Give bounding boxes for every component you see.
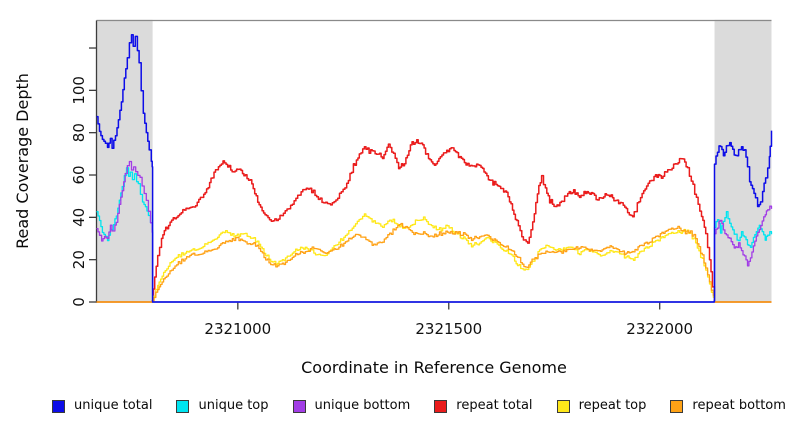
- masked-region-left: [96, 19, 153, 303]
- legend-label: unique total: [74, 398, 153, 413]
- legend: unique total unique top unique bottom re…: [52, 396, 786, 416]
- legend-label: unique bottom: [314, 398, 411, 413]
- plot-canvas: Coordinate in Reference Genome Read Cove…: [13, 19, 773, 377]
- y-tick-label: 0: [70, 297, 88, 307]
- x-axis-title: Coordinate in Reference Genome: [301, 358, 567, 377]
- series-line-unique-bottom: [96, 160, 773, 303]
- x-tick-label: 2321500: [415, 320, 482, 338]
- legend-item: repeat bottom: [670, 399, 786, 413]
- legend-label: repeat top: [578, 398, 647, 413]
- series-line-repeat-top: [96, 213, 772, 303]
- legend-label: repeat bottom: [692, 398, 786, 413]
- series-line-repeat-bottom: [96, 222, 772, 303]
- y-axis-title: Read Coverage Depth: [13, 73, 32, 249]
- legend-label: unique top: [198, 398, 269, 413]
- legend-swatch: [176, 399, 190, 413]
- series-line-unique-top: [96, 167, 773, 303]
- y-tick-label: 80: [70, 123, 88, 142]
- legend-item: unique total: [52, 399, 152, 413]
- legend-item: repeat top: [556, 398, 647, 413]
- legend-swatch: [292, 399, 306, 413]
- legend-swatch: [434, 399, 448, 413]
- x-tick-label: 2321000: [204, 320, 271, 338]
- legend-item: unique bottom: [292, 398, 411, 413]
- series-line-unique-total: [96, 34, 773, 303]
- legend-swatch: [556, 399, 570, 413]
- y-tick-label: 20: [70, 250, 88, 269]
- legend-item: unique top: [176, 398, 269, 413]
- legend-swatch: [52, 399, 65, 413]
- legend-swatch: [670, 399, 684, 413]
- series-line-repeat-total: [96, 138, 772, 303]
- x-tick-label: 2322000: [626, 320, 693, 338]
- legend-item: repeat total: [434, 398, 533, 413]
- legend-label: repeat total: [456, 398, 533, 413]
- y-tick-label: 100: [70, 76, 88, 105]
- y-tick-label: 60: [70, 165, 88, 184]
- y-tick-label: 40: [70, 208, 88, 227]
- masked-region-right: [714, 19, 772, 303]
